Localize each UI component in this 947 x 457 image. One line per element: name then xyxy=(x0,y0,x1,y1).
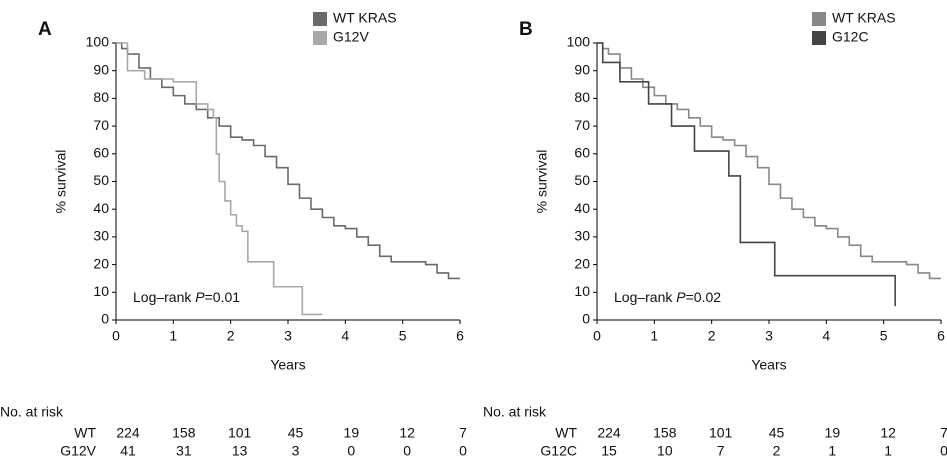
y-tick-label: 50 xyxy=(93,172,109,188)
x-tick-label: 2 xyxy=(708,328,716,344)
x-tick-label: 5 xyxy=(399,328,407,344)
x-tick-label: 0 xyxy=(112,328,120,344)
y-tick-label: 10 xyxy=(93,283,109,299)
x-tick-label: 1 xyxy=(650,328,658,344)
risk-count: 7 xyxy=(940,425,947,441)
y-tick-label: 0 xyxy=(582,311,590,327)
legend-swatch xyxy=(812,31,826,45)
y-tick-label: 40 xyxy=(574,200,590,216)
y-axis-label: % survival xyxy=(53,150,69,214)
legend-swatch xyxy=(812,12,826,26)
x-tick-label: 1 xyxy=(169,328,177,344)
risk-table-title: No. at risk xyxy=(0,404,64,420)
risk-count: 31 xyxy=(176,443,192,457)
y-tick-label: 0 xyxy=(101,311,109,327)
y-tick-label: 30 xyxy=(574,228,590,244)
risk-count: 224 xyxy=(116,425,140,441)
annotation-part: P xyxy=(676,289,686,305)
annotation-part: =0.02 xyxy=(686,289,722,305)
annotation-part: Log–rank xyxy=(133,289,195,305)
risk-count: 19 xyxy=(344,425,360,441)
x-tick-label: 4 xyxy=(341,328,349,344)
risk-row-name: WT xyxy=(74,425,96,441)
risk-count: 7 xyxy=(717,443,725,457)
annotation-part: =0.01 xyxy=(205,289,241,305)
x-tick-label: 4 xyxy=(822,328,830,344)
panel-label: A xyxy=(38,19,52,40)
x-tick-label: 3 xyxy=(765,328,773,344)
risk-count: 158 xyxy=(653,425,677,441)
y-tick-label: 90 xyxy=(574,61,590,77)
risk-count: 13 xyxy=(232,443,248,457)
risk-count: 0 xyxy=(940,443,947,457)
annotation-part: P xyxy=(195,289,205,305)
y-tick-label: 60 xyxy=(93,145,109,161)
risk-count: 12 xyxy=(880,425,896,441)
legend-label: G12V xyxy=(333,29,369,45)
risk-count: 158 xyxy=(172,425,196,441)
y-tick-label: 50 xyxy=(574,172,590,188)
annotation: Log–rank P=0.02 xyxy=(614,289,721,305)
risk-count: 45 xyxy=(288,425,304,441)
risk-row-name: G12V xyxy=(60,443,96,457)
x-tick-label: 3 xyxy=(284,328,292,344)
legend-label: WT KRAS xyxy=(333,10,397,26)
risk-count: 0 xyxy=(347,443,355,457)
risk-count: 1 xyxy=(884,443,892,457)
y-tick-label: 70 xyxy=(93,117,109,133)
y-tick-label: 40 xyxy=(93,200,109,216)
risk-row-name: G12C xyxy=(540,443,577,457)
y-tick-label: 30 xyxy=(93,228,109,244)
risk-count: 101 xyxy=(228,425,252,441)
risk-count: 7 xyxy=(459,425,467,441)
x-axis-label: Years xyxy=(270,357,305,373)
y-tick-label: 90 xyxy=(93,61,109,77)
x-tick-label: 6 xyxy=(456,328,464,344)
survival-curve xyxy=(597,42,941,280)
y-tick-label: 20 xyxy=(574,255,590,271)
x-tick-label: 2 xyxy=(227,328,235,344)
y-tick-label: 60 xyxy=(574,145,590,161)
x-tick-label: 6 xyxy=(937,328,945,344)
y-tick-label: 10 xyxy=(574,283,590,299)
annotation: Log–rank P=0.01 xyxy=(133,289,240,305)
y-axis-label: % survival xyxy=(534,150,550,214)
y-tick-label: 100 xyxy=(567,34,591,50)
risk-count: 3 xyxy=(292,443,300,457)
y-tick-label: 70 xyxy=(574,117,590,133)
y-tick-label: 80 xyxy=(93,89,109,105)
risk-count: 2 xyxy=(773,443,781,457)
risk-count: 19 xyxy=(825,425,841,441)
risk-count: 101 xyxy=(709,425,733,441)
survival-curve xyxy=(597,42,896,307)
risk-table-title: No. at risk xyxy=(483,404,547,420)
risk-count: 12 xyxy=(399,425,415,441)
y-tick-label: 100 xyxy=(86,34,110,50)
panel-label: B xyxy=(519,19,533,40)
legend-label: G12C xyxy=(832,29,869,45)
risk-count: 1 xyxy=(828,443,836,457)
risk-row-name: WT xyxy=(555,425,577,441)
x-tick-label: 0 xyxy=(593,328,601,344)
risk-count: 15 xyxy=(601,443,617,457)
x-axis-label: Years xyxy=(751,357,786,373)
risk-count: 10 xyxy=(657,443,673,457)
legend-swatch xyxy=(313,12,327,26)
risk-count: 0 xyxy=(459,443,467,457)
x-tick-label: 5 xyxy=(880,328,888,344)
survival-curve xyxy=(116,42,460,280)
risk-count: 41 xyxy=(120,443,136,457)
risk-count: 224 xyxy=(597,425,621,441)
y-tick-label: 80 xyxy=(574,89,590,105)
y-tick-label: 20 xyxy=(93,255,109,271)
survival-curve xyxy=(116,42,323,316)
risk-count: 0 xyxy=(403,443,411,457)
risk-count: 45 xyxy=(769,425,785,441)
annotation-part: Log–rank xyxy=(614,289,676,305)
legend-label: WT KRAS xyxy=(832,10,896,26)
legend-swatch xyxy=(313,31,327,45)
